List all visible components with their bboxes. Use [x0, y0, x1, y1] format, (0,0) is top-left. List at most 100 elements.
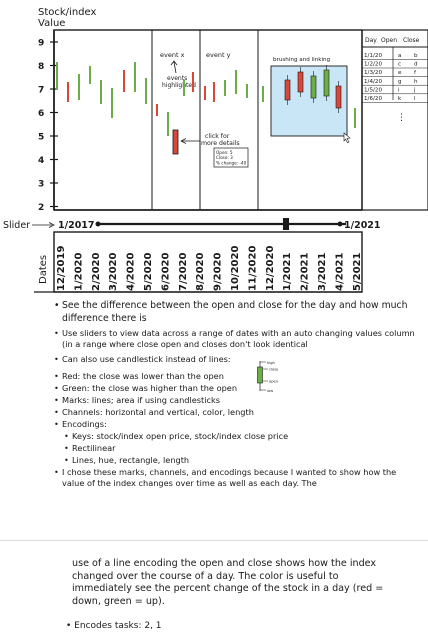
table-cell: 1/6/20 [364, 96, 382, 102]
date-label: 5/2020 [143, 253, 154, 291]
date-label: 10/2020 [230, 246, 241, 291]
details-open: Open: 5 [216, 150, 233, 155]
slider-arrowhead [48, 222, 55, 228]
table-header-open: Open [381, 37, 397, 44]
slider-end-label: 1/2021 [344, 220, 381, 231]
legend-close: close [269, 368, 279, 372]
brushing-linking-label: brushing and linking [273, 57, 331, 63]
table-cell: d [414, 62, 418, 68]
data-table: Day Open Close 1/1/20 a b1/2/20 c d1/3/20 e f1… [361, 29, 428, 211]
table-cell: h [414, 79, 418, 85]
click-details-line1: click for [205, 133, 230, 140]
y-tick-label: 7 [38, 86, 44, 96]
page-two-paragraph: use of a line encoding the open and clos… [72, 558, 384, 607]
date-label: 2/2020 [91, 253, 102, 291]
y-tick-label: 3 [38, 180, 44, 190]
candle-body [335, 85, 342, 109]
date-labels: 12/2019 1/2020 2/2020 3/2020 4/2020 5/2020 6/2… [56, 246, 363, 291]
note-bullet: Use sliders to view data across a range … [54, 328, 419, 350]
table-cell: i [398, 87, 400, 93]
slider-range-handle[interactable] [283, 218, 289, 230]
date-label: 5/2021 [352, 253, 363, 291]
slider-end-handle[interactable] [337, 221, 343, 227]
details-close: Close: 3 [216, 155, 233, 160]
table-cell: c [398, 62, 401, 68]
y-axis-title-line2: Value [38, 18, 65, 29]
events-highlighted-line1: events [167, 75, 187, 82]
event-y-label: event y [206, 51, 231, 59]
details-popup [213, 147, 249, 168]
page-two-tasks: • Encodes tasks: 2, 1 [66, 621, 162, 631]
y-tick-label: 6 [38, 109, 44, 119]
table-cell: e [398, 70, 402, 76]
click-arrow [180, 138, 200, 144]
candle-body [297, 71, 304, 93]
click-details-line2: more details [201, 140, 240, 147]
date-label: 2/2021 [300, 253, 311, 291]
page-two: use of a line encoding the open and clos… [0, 540, 428, 638]
date-label: 1/2021 [282, 253, 293, 291]
note-bullet: Channels: horizontal and vertical, color… [54, 407, 419, 418]
date-label: 12/2019 [56, 246, 67, 291]
note-bullet: Red: the close was lower than the open [54, 371, 419, 382]
slider-label: Slider [3, 220, 30, 231]
date-label: 7/2020 [178, 253, 189, 291]
event-x-label: event x [160, 51, 185, 59]
price-marks [56, 62, 356, 136]
brush-region[interactable] [270, 65, 348, 137]
table-cell: b [414, 53, 418, 59]
selected-mark[interactable] [172, 129, 179, 155]
date-label: 4/2020 [126, 253, 137, 291]
candle-body [284, 79, 291, 101]
table-cell: 1/4/20 [364, 79, 382, 85]
date-label: 3/2021 [317, 253, 328, 291]
y-tick-label: 2 [38, 203, 44, 213]
table-cell: l [414, 96, 416, 102]
table-more: ⋮ [397, 113, 406, 123]
tasks-text: Encodes tasks: 2, 1 [74, 621, 162, 631]
note-sub-bullet: Keys: stock/index open price, stock/inde… [54, 431, 419, 442]
design-notes: See the difference between the open and … [54, 300, 419, 490]
y-tick-label: 9 [38, 39, 44, 49]
details-change: % change: -40 [216, 161, 247, 166]
candle-body [310, 75, 317, 99]
table-cell: 1/5/20 [364, 87, 382, 93]
table-rows: 1/1/20 a b 1/2/20 c d 1/3/20 e f 1/4/20 g h 1/5/20 i j… [362, 53, 428, 103]
y-tick-label: 8 [38, 62, 44, 72]
sketch-visualization: Stock/index Value 9 8 7 6 5 4 3 2 event x event… [3, 7, 428, 293]
date-label: 11/2020 [247, 246, 258, 291]
note-sub-bullet: Lines, hue, rectangle, length [54, 455, 419, 466]
dates-axis-title: Dates [38, 255, 49, 284]
y-axis-title-line1: Stock/index [38, 7, 96, 18]
table-header-day: Day [365, 37, 377, 44]
brush-cursor-icon [343, 132, 351, 143]
table-cell: j [413, 87, 416, 93]
table-cell: 1/2/20 [364, 62, 382, 68]
slider-start-handle[interactable] [95, 221, 101, 227]
events-highlighted-line2: highlighted [162, 82, 196, 89]
date-label: 4/2021 [334, 253, 345, 291]
note-sub-bullet: Rectilinear [54, 443, 419, 454]
table-cell: f [414, 70, 417, 76]
note-bullet: Green: the close was higher than the ope… [54, 383, 419, 394]
date-label: 3/2020 [108, 253, 119, 291]
y-tick-label: 5 [38, 133, 44, 143]
note-bullet: Encodings: [54, 419, 419, 430]
date-label: 12/2020 [265, 246, 276, 291]
note-bullet: I chose these marks, channels, and encod… [54, 467, 419, 489]
table-frame [361, 29, 428, 211]
note-bullet: Can also use candlestick instead of line… [54, 354, 419, 365]
table-header-close: Close [403, 37, 420, 44]
date-label: 6/2020 [160, 253, 171, 291]
date-label: 1/2020 [73, 253, 84, 291]
note-bullet: Marks: lines; area if using candlesticks [54, 395, 419, 406]
candle-body [323, 69, 330, 97]
y-tick-group: 9 8 7 6 5 4 3 2 [38, 39, 58, 213]
table-cell: 1/3/20 [364, 70, 382, 76]
event-arrow [170, 60, 178, 74]
y-tick-label: 4 [38, 156, 44, 166]
date-label: 8/2020 [195, 253, 206, 291]
slider-start-label: 1/2017 [58, 220, 95, 231]
table-cell: a [398, 53, 401, 59]
table-cell: g [398, 79, 402, 85]
